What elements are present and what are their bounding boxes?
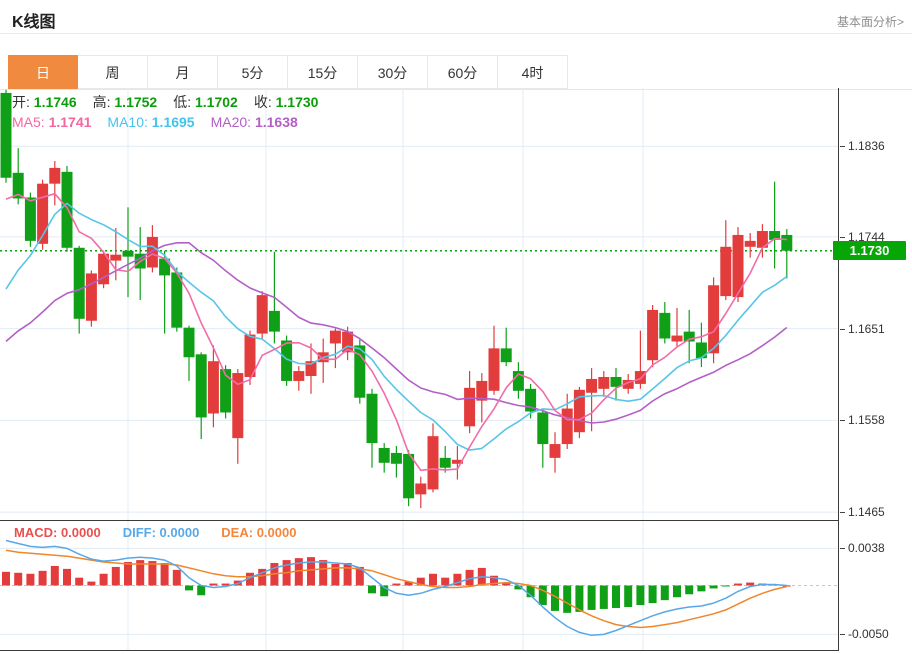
axis-tick [840,420,845,422]
tab-日[interactable]: 日 [8,55,78,89]
macd-axis-tick-label: 0.0038 [848,541,885,556]
axis-tick [840,236,845,238]
legend-item: 低: 1.1702 [173,94,238,110]
page-title: K线图 [12,14,56,31]
legend-item: MA20: 1.1638 [210,114,298,130]
macd-axis-tick-label: -0.0050 [848,627,889,642]
legend-item: DEA: 0.0000 [221,525,297,540]
period-tab-bar: 日周月 5分 15分 30分 60分 4时 [0,55,912,90]
legend-item: DIFF: 0.0000 [122,525,200,540]
legend-item: 高: 1.1752 [92,94,158,110]
tab-15分[interactable]: 15分 [288,55,358,89]
legend-item: MACD: 0.0000 [14,525,101,540]
legend-item: 收: 1.1730 [253,94,319,110]
macd-chart [0,521,838,650]
legend-item: MA5: 1.1741 [12,114,92,130]
tab-60分[interactable]: 60分 [428,55,498,89]
axis-tick-label: 1.1465 [848,505,885,520]
candlestick-chart [0,88,838,520]
axis-tick-label: 1.1558 [848,413,885,428]
macd-axis-tick [840,634,845,636]
title-divider [0,33,912,34]
ohlc-legend: 开: 1.1746 高: 1.1752 低: 1.1702 收: 1.1730 [12,92,334,112]
axis-tick-label: 1.1744 [848,229,885,244]
macd-legend: MACD: 0.0000 DIFF: 0.0000 DEA: 0.0000 [14,525,318,540]
axis-tick-label: 1.1836 [848,139,885,154]
fundamental-analysis-link[interactable]: 基本面分析> [836,15,904,29]
tab-30分[interactable]: 30分 [358,55,428,89]
panel-divider [0,520,838,521]
price-axis-line [838,88,839,651]
axis-tick [840,328,845,330]
current-price-badge: 1.1730 [833,241,906,261]
tab-月[interactable]: 月 [148,55,218,89]
legend-item: MA10: 1.1695 [107,114,195,130]
tab-4时[interactable]: 4时 [498,55,568,89]
axis-tick [840,146,845,148]
ma-legend: MA5: 1.1741 MA10: 1.1695 MA20: 1.1638 [12,114,314,130]
macd-axis-tick [840,548,845,550]
legend-item: 开: 1.1746 [12,94,77,110]
chart-bottom-border [0,650,838,651]
chart-area: 1.1836 1.1744 1.1651 1.1558 1.1465 0.0038 -0.… [0,88,912,654]
axis-tick-label: 1.1651 [848,321,885,336]
tab-5分[interactable]: 5分 [218,55,288,89]
tab-周[interactable]: 周 [78,55,148,89]
axis-tick [840,512,845,514]
